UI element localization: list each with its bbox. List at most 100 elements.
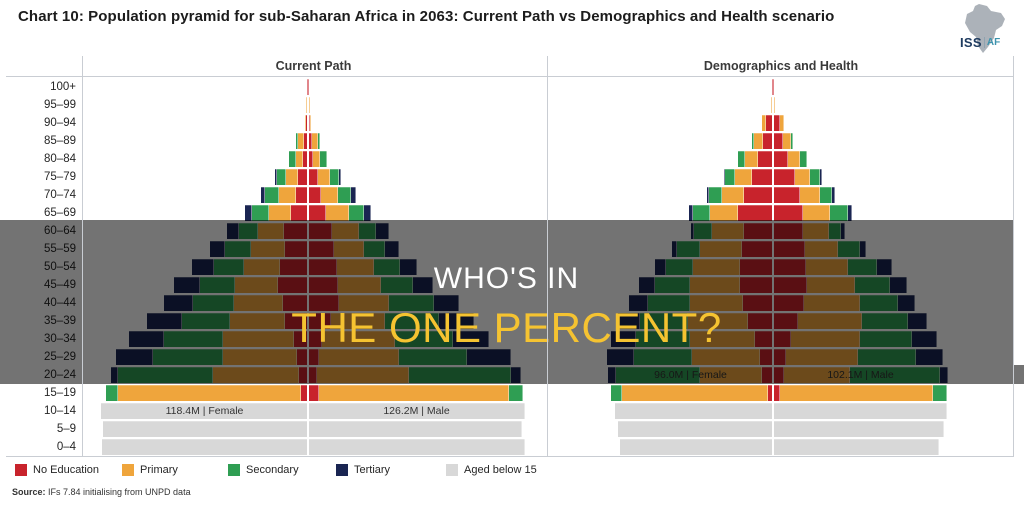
bar-segment (303, 151, 308, 167)
bar-segment (308, 79, 309, 95)
age-label: 100+ (50, 81, 76, 93)
bar-segment (800, 187, 820, 203)
bar-segment (318, 169, 330, 185)
bar-segment (308, 169, 318, 185)
bar-segment (364, 205, 371, 221)
bar-segment (308, 403, 525, 419)
bar-segment (298, 133, 304, 149)
bar-segment (772, 79, 773, 95)
right-border-line (1013, 56, 1014, 456)
legend-item-aged-below-15: Aged below 15 (446, 464, 537, 476)
bar-segment (509, 385, 523, 401)
bar-segment (102, 439, 308, 455)
bar-segment (773, 385, 780, 401)
bar-segment (771, 97, 772, 113)
bar-segment (313, 151, 320, 167)
bar-segment (800, 151, 807, 167)
panel-title-demographics-health: Demographics and Health (703, 59, 859, 73)
male-total-label: 126.2M | Male (383, 405, 450, 417)
bar-segment (848, 205, 852, 221)
overlay-text-line2: THE ONE PERCENT? (291, 304, 722, 351)
bar-segment (261, 187, 265, 203)
bar-segment (803, 205, 830, 221)
source-note: Source: IFs 7.84 initialising from UNPD … (12, 487, 191, 497)
bar-segment (709, 187, 722, 203)
bar-segment (298, 169, 308, 185)
bar-segment (773, 187, 800, 203)
bar-segment (296, 133, 298, 149)
bar-segment (106, 385, 118, 401)
bar-segment (308, 439, 525, 455)
bar-segment (707, 187, 709, 203)
bar-segment (820, 187, 832, 203)
bar-segment (783, 133, 791, 149)
panel-divider-line (547, 56, 548, 456)
legend: No Education Primary Secondary Tertiary … (0, 464, 1024, 482)
bar-segment (622, 385, 768, 401)
bar-segment (306, 115, 308, 131)
bar-segment (618, 421, 773, 437)
bar-segment (738, 205, 773, 221)
bar-segment (291, 205, 308, 221)
bar-segment (320, 151, 327, 167)
bar-segment (710, 205, 738, 221)
chart-title: Chart 10: Population pyramid for sub-Sah… (18, 8, 835, 25)
header-rule (6, 76, 1014, 77)
bar-segment (308, 187, 321, 203)
bar-segment (118, 385, 301, 401)
bar-segment (766, 115, 773, 131)
female-total-label: 118.4M | Female (165, 405, 244, 417)
bar-segment (744, 187, 773, 203)
age-label: 85–89 (44, 135, 76, 147)
bar-segment (832, 187, 835, 203)
bar-segment (321, 187, 338, 203)
bar-segment (101, 403, 308, 419)
bar-segment (312, 133, 318, 149)
bar-segment (308, 115, 310, 131)
bar-segment (820, 169, 822, 185)
bar-segment (339, 169, 341, 185)
bar-segment (773, 169, 795, 185)
primary-swatch (122, 464, 134, 476)
aged-below-15-swatch (446, 464, 458, 476)
bar-segment (286, 169, 298, 185)
bar-segment (773, 403, 947, 419)
bar-segment (773, 421, 944, 437)
bar-segment (773, 151, 788, 167)
bar-segment (752, 169, 773, 185)
bar-segment (774, 97, 775, 113)
bar-segment (758, 151, 773, 167)
y-axis-line (82, 56, 83, 456)
legend-item-no-education: No Education (15, 464, 99, 476)
bar-segment (306, 97, 307, 113)
bar-segment (725, 169, 735, 185)
age-label: 0–4 (56, 441, 76, 453)
bar-segment (773, 439, 939, 455)
secondary-swatch (228, 464, 240, 476)
legend-item-primary: Primary (122, 464, 178, 476)
legend-item-secondary: Secondary (228, 464, 299, 476)
logo-iss-text: ISS (960, 35, 982, 50)
age-label: 15–19 (44, 387, 76, 399)
bar-segment (252, 205, 269, 221)
bar-segment (279, 187, 296, 203)
bar-segment (308, 421, 522, 437)
panel-title-current-path: Current Path (275, 59, 352, 73)
bar-segment (307, 79, 308, 95)
no-education-swatch (15, 464, 27, 476)
bar-segment (752, 133, 754, 149)
bar-segment (780, 385, 933, 401)
age-label: 5–9 (56, 423, 76, 435)
age-label: 95–99 (44, 99, 76, 111)
bar-segment (275, 169, 277, 185)
bottom-rule (6, 456, 1014, 457)
bar-segment (735, 169, 752, 185)
source-text: IFs 7.84 initialising from UNPD data (45, 487, 191, 497)
bar-segment (308, 385, 319, 401)
africa-map-icon (965, 4, 1005, 53)
age-label: 65–69 (44, 207, 76, 219)
bar-segment (269, 205, 291, 221)
bar-segment (763, 133, 773, 149)
bar-segment (319, 385, 509, 401)
bar-segment (330, 169, 339, 185)
